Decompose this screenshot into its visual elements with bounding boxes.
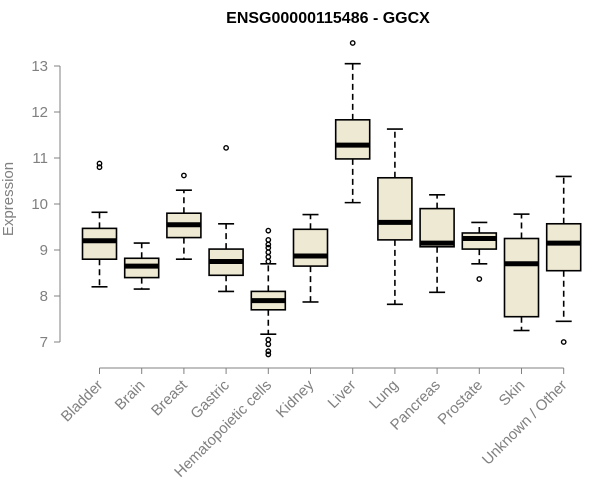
- x-tick-label: Liver: [325, 377, 360, 412]
- outlier-point: [265, 348, 272, 355]
- y-tick-label: 11: [32, 150, 48, 167]
- box-unknown-other: [545, 175, 582, 345]
- box-kidney: [292, 213, 329, 303]
- y-tick-label: 7: [40, 334, 48, 351]
- box-bladder: [81, 160, 118, 288]
- x-tick-label: Bladder: [58, 377, 107, 426]
- y-axis-label: Expression: [0, 162, 17, 236]
- x-tick-label: Prostate: [435, 377, 487, 429]
- outlier-point: [265, 341, 272, 348]
- box-gastric: [208, 144, 244, 293]
- x-tick-label: Breast: [148, 376, 191, 419]
- y-tick-label: 10: [31, 196, 48, 213]
- y-tick-label: 8: [40, 288, 48, 305]
- iqr-box: [81, 227, 118, 261]
- box-lung: [377, 128, 413, 306]
- axes: 7 8 9 10 11 12 13: [31, 58, 565, 374]
- outlier-point: [265, 241, 272, 248]
- outlier-point: [265, 244, 272, 251]
- y-tick-label: 9: [40, 242, 48, 259]
- y-tick-label: 13: [31, 58, 48, 75]
- x-tick-label: Brain: [112, 377, 149, 414]
- outlier-point: [223, 144, 230, 151]
- iqr-box: [377, 176, 413, 241]
- iqr-box: [461, 232, 498, 250]
- outlier-point: [265, 249, 272, 256]
- outlier-point: [265, 236, 272, 243]
- box-pancreas: [419, 194, 455, 294]
- outlier-point: [265, 253, 272, 260]
- iqr-box: [419, 207, 455, 248]
- boxes: [81, 40, 582, 358]
- x-tick-label: Lung: [366, 377, 402, 413]
- iqr-box: [503, 237, 540, 318]
- outlier-point: [349, 40, 356, 46]
- box-hematopoietic-cells: [250, 227, 287, 358]
- box-breast: [166, 172, 202, 261]
- iqr-box: [292, 228, 329, 267]
- outlier-point: [265, 336, 272, 343]
- chart-title: ENSG00000115486 - GGCX: [226, 10, 430, 27]
- box-skin: [503, 213, 540, 332]
- iqr-box: [545, 222, 582, 272]
- x-tick-label: Skin: [496, 377, 529, 410]
- outlier-point: [560, 339, 567, 345]
- outlier-point: [180, 172, 187, 179]
- box-brain: [123, 242, 160, 290]
- outlier-point: [265, 258, 272, 265]
- outlier-point: [96, 164, 103, 171]
- outlier-point: [96, 160, 103, 167]
- outlier-point: [476, 276, 483, 282]
- outlier-point: [265, 351, 272, 358]
- box-liver: [334, 40, 371, 204]
- y-tick-label: 12: [31, 104, 48, 121]
- x-tick-label: Kidney: [273, 376, 318, 421]
- outlier-point: [265, 227, 272, 234]
- iqr-box: [334, 119, 371, 160]
- box-prostate: [461, 221, 498, 282]
